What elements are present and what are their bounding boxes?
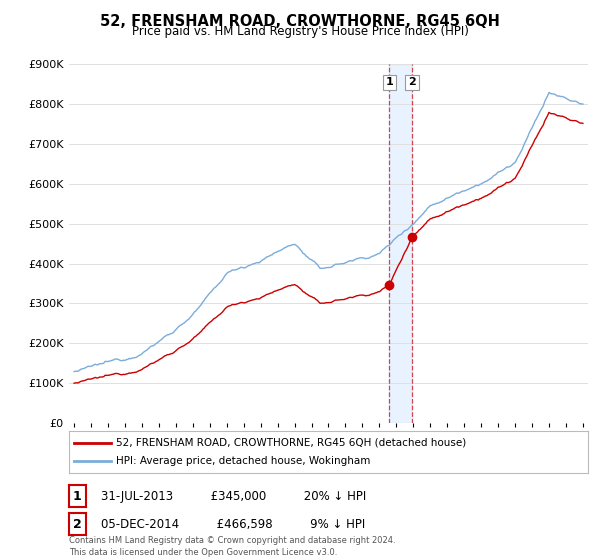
Text: 1: 1	[73, 489, 82, 502]
Bar	[389, 64, 412, 423]
Text: 05-DEC-2014          £466,598          9% ↓ HPI: 05-DEC-2014 £466,598 9% ↓ HPI	[101, 517, 365, 531]
Text: 52, FRENSHAM ROAD, CROWTHORNE, RG45 6QH: 52, FRENSHAM ROAD, CROWTHORNE, RG45 6QH	[100, 14, 500, 29]
Text: Price paid vs. HM Land Registry's House Price Index (HPI): Price paid vs. HM Land Registry's House …	[131, 25, 469, 38]
Text: Contains HM Land Registry data © Crown copyright and database right 2024.
This d: Contains HM Land Registry data © Crown c…	[69, 536, 395, 557]
Text: 2: 2	[408, 77, 416, 87]
Text: HPI: Average price, detached house, Wokingham: HPI: Average price, detached house, Woki…	[116, 456, 370, 466]
Text: 31-JUL-2013          £345,000          20% ↓ HPI: 31-JUL-2013 £345,000 20% ↓ HPI	[101, 489, 366, 503]
Text: 1: 1	[385, 77, 393, 87]
Text: 52, FRENSHAM ROAD, CROWTHORNE, RG45 6QH (detached house): 52, FRENSHAM ROAD, CROWTHORNE, RG45 6QH …	[116, 438, 466, 448]
Text: 2: 2	[73, 517, 82, 530]
